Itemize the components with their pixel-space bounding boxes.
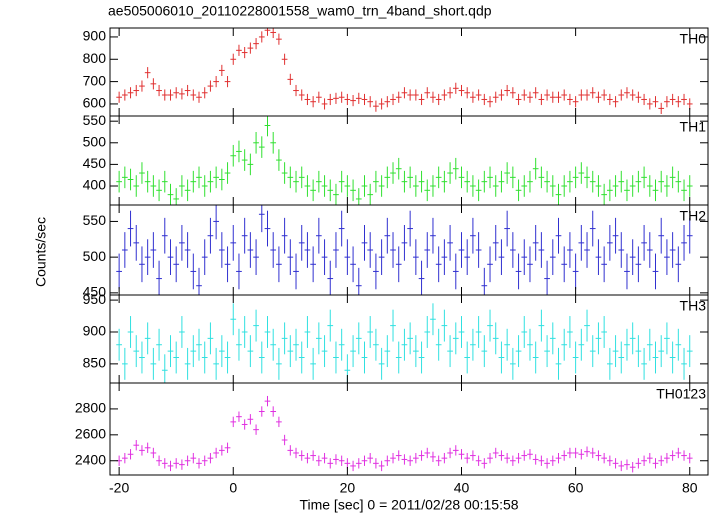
x-tick-label: 40 xyxy=(454,480,470,496)
legend-label: TH1 xyxy=(680,119,707,135)
y-axis-label: Counts/sec xyxy=(33,217,49,287)
x-tick-label: 80 xyxy=(682,480,698,496)
y-tick-label: 500 xyxy=(83,133,107,149)
y-tick-label: 400 xyxy=(83,177,107,193)
x-tick-label: 20 xyxy=(340,480,356,496)
y-tick-label: 850 xyxy=(83,355,107,371)
y-tick-label: 550 xyxy=(83,212,107,228)
y-tick-label: 800 xyxy=(83,50,107,66)
y-tick-label: 950 xyxy=(83,291,107,307)
x-tick-label: 60 xyxy=(568,480,584,496)
y-tick-label: 2400 xyxy=(75,451,106,467)
panel-frame xyxy=(109,27,709,117)
legend-label: TH0 xyxy=(680,31,707,47)
y-tick-label: 2800 xyxy=(75,400,106,416)
chart-title: ae505006010_20110228001558_wam0_trn_4ban… xyxy=(108,3,492,19)
y-tick-label: 900 xyxy=(83,323,107,339)
y-tick-label: 900 xyxy=(83,28,107,44)
y-tick-label: 2600 xyxy=(75,426,106,442)
panel-frame xyxy=(109,382,709,476)
legend-label: TH3 xyxy=(680,298,707,314)
legend-label: TH2 xyxy=(680,208,707,224)
x-tick-label: -20 xyxy=(109,480,129,496)
y-tick-label: 550 xyxy=(83,112,107,128)
y-tick-label: 450 xyxy=(83,155,107,171)
x-tick-label: 0 xyxy=(229,480,237,496)
panel-frame xyxy=(109,294,709,384)
y-tick-label: 500 xyxy=(83,248,107,264)
x-axis-label: Time [sec] 0 = 2011/02/28 00:15:58 xyxy=(299,497,518,513)
y-tick-label: 600 xyxy=(83,95,107,111)
panel-frame xyxy=(109,204,709,296)
panel-frame xyxy=(109,115,709,206)
y-tick-label: 450 xyxy=(83,284,107,300)
y-tick-label: 700 xyxy=(83,72,107,88)
legend-label: TH0123 xyxy=(656,386,706,402)
